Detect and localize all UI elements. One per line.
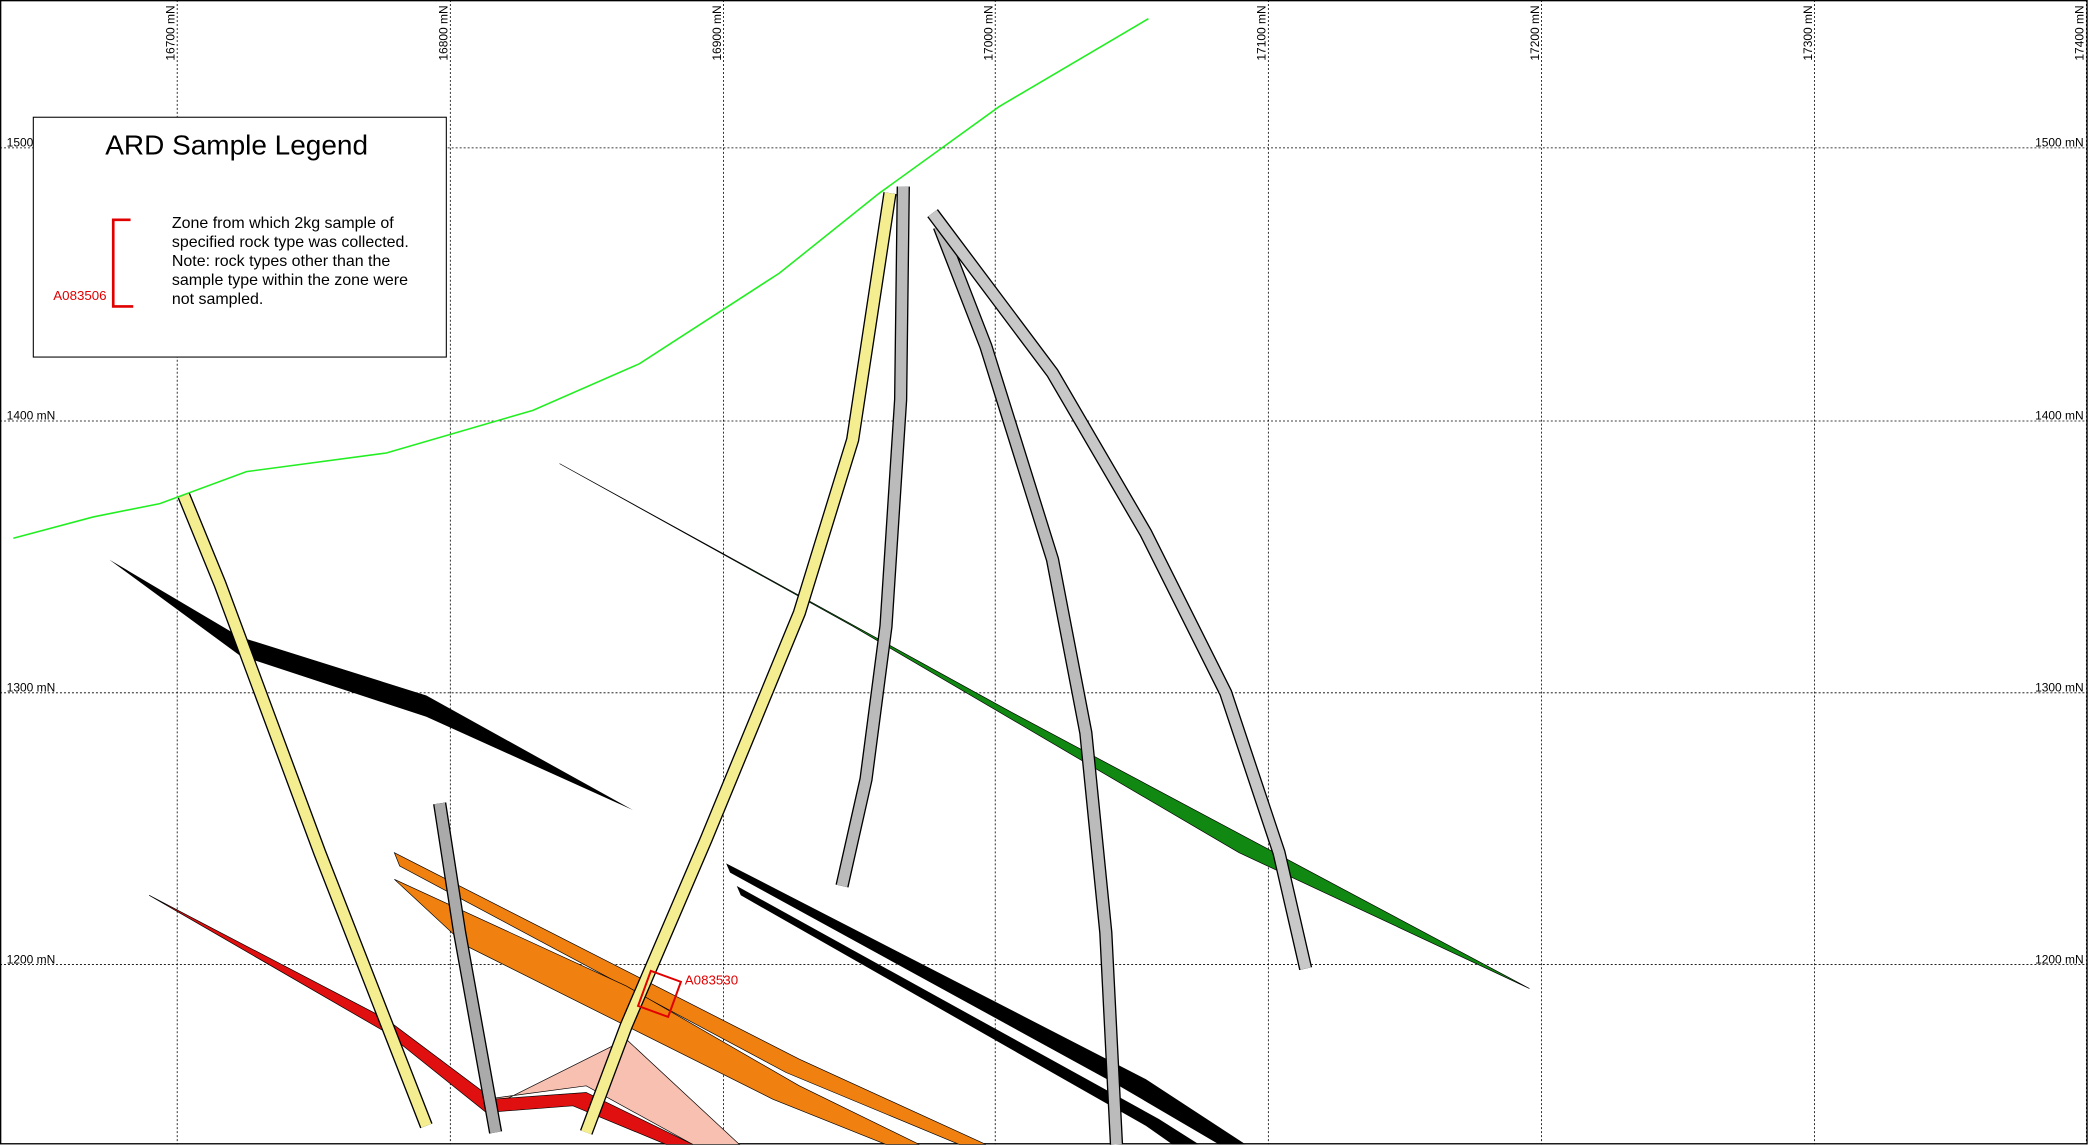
legend-bracket — [111, 218, 134, 308]
topography — [13, 17, 1149, 540]
legend-text: Zone from which 2kg sample of specified r… — [172, 215, 409, 308]
legend-line: Zone from which 2kg sample of — [172, 215, 394, 232]
easting-label: 17000 mN — [982, 5, 996, 60]
easting-label: 16800 mN — [437, 5, 451, 60]
legend-title: ARD Sample Legend — [105, 130, 368, 161]
elevation-label: 1400 mN — [2035, 409, 2084, 423]
black-band — [736, 885, 1200, 1145]
elevation-label: 1300 mN — [2035, 680, 2084, 694]
drill-hole — [434, 802, 501, 1134]
legend-line: specified rock type was collected. — [172, 234, 409, 251]
easting-label: 17100 mN — [1255, 5, 1269, 60]
sample-label: A083530 — [685, 973, 738, 988]
elevation-label: 1400 mN — [7, 409, 56, 423]
easting-label: 16900 mN — [710, 5, 724, 60]
legend-line: not sampled. — [172, 291, 263, 308]
drill-hole — [178, 493, 432, 1128]
legend-box — [32, 116, 447, 358]
sample-box — [636, 969, 683, 1019]
legend-line: Note: rock types other than the — [172, 253, 390, 270]
black-band — [109, 559, 633, 811]
elevation-label: 1500 mN — [2035, 136, 2084, 150]
legend-line: sample type within the zone were — [172, 272, 408, 289]
easting-label: 17300 mN — [1801, 5, 1815, 60]
elevation-label: 1200 mN — [7, 952, 56, 966]
easting-label: 17400 mN — [2073, 5, 2087, 60]
drill-hole — [836, 186, 909, 888]
easting-label: 17200 mN — [1528, 5, 1542, 60]
drill-holes — [177, 186, 1313, 1145]
elevation-label: 1300 mN — [7, 680, 56, 694]
drill-hole — [934, 224, 1122, 1145]
drill-hole — [928, 209, 1311, 970]
easting-label: 16700 mN — [164, 5, 178, 60]
drill-hole — [581, 192, 896, 1135]
elevation-label: 1200 mN — [2035, 952, 2084, 966]
red-band — [149, 895, 693, 1145]
pink-zone — [439, 1038, 741, 1145]
legend-sample-label: A083506 — [53, 288, 106, 303]
orange-band — [393, 851, 987, 1145]
